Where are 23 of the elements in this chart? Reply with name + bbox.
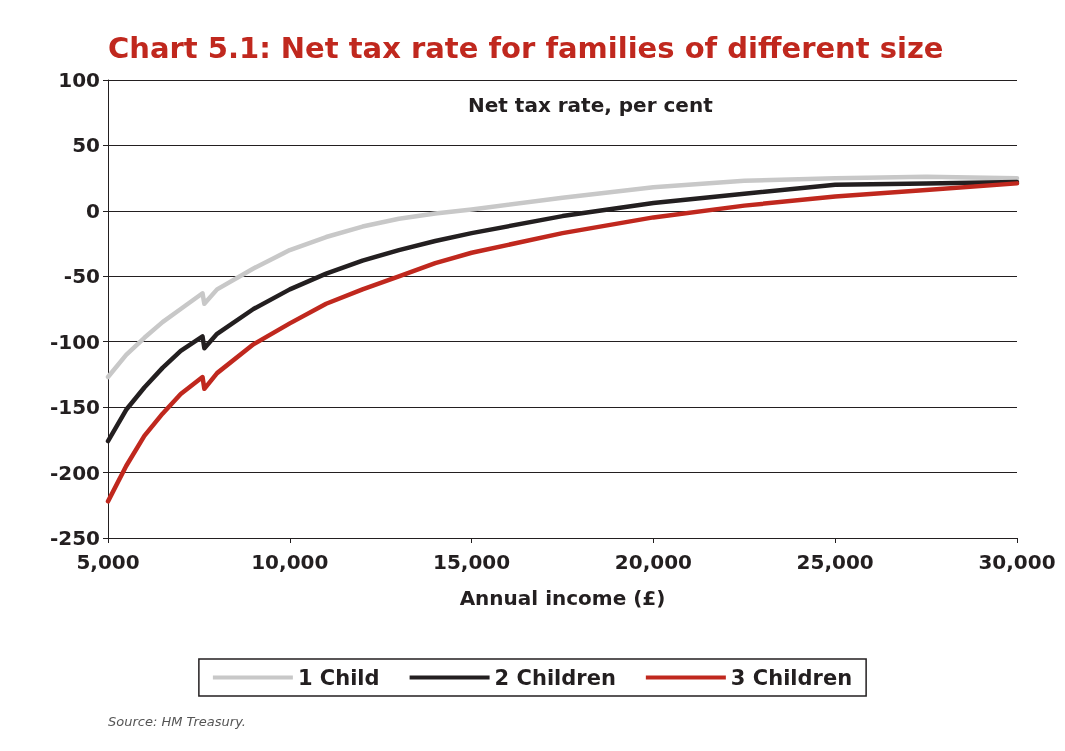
y-tick-label: -150 xyxy=(49,395,100,420)
x-axis-title: Annual income (£) xyxy=(459,586,666,610)
y-tick-label: -200 xyxy=(49,460,100,485)
x-tick-label: 25,000 xyxy=(796,550,874,574)
y-tick-label: 0 xyxy=(86,198,100,223)
line-series xyxy=(105,181,1020,504)
y-tick-label: -50 xyxy=(63,264,100,289)
source-note: Source: HM Treasury. xyxy=(108,714,246,729)
y-tick-label: 100 xyxy=(58,68,100,92)
y-tick-label: -250 xyxy=(49,526,100,550)
legend-label: 1 Child xyxy=(297,665,380,690)
y-tick-label: 50 xyxy=(72,133,100,158)
chart-title: Chart 5.1: Net tax rate for families of different size xyxy=(108,30,944,65)
x-tick-label: 30,000 xyxy=(978,550,1056,574)
x-tick-label: 5,000 xyxy=(76,550,140,574)
y-axis-title: Net tax rate, per cent xyxy=(468,93,714,117)
x-tick-label: 20,000 xyxy=(614,550,692,574)
line-series xyxy=(105,174,1020,380)
legend-label: 2 Children xyxy=(494,665,616,690)
y-tick-label: -100 xyxy=(49,329,100,354)
legend-label: 3 Children xyxy=(730,665,853,690)
x-tick-label: 15,000 xyxy=(433,550,511,574)
x-tick-label: 10,000 xyxy=(251,550,329,574)
